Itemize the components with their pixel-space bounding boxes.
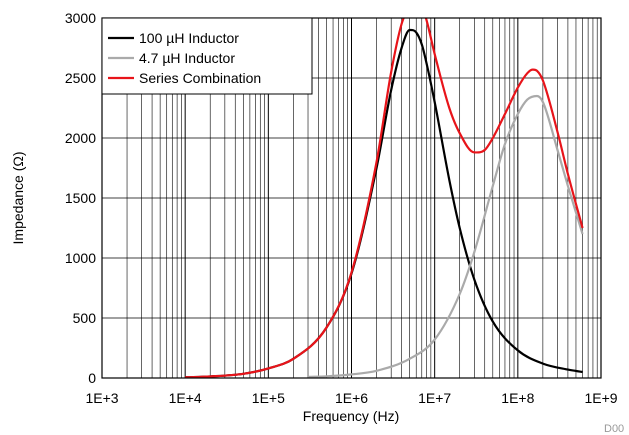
x-tick-label: 1E+3: [85, 390, 118, 406]
legend-label: 100 µH Inductor: [139, 30, 239, 46]
series-line-combination: [185, 18, 584, 378]
series-layer: [185, 18, 584, 378]
legend: 100 µH Inductor 4.7 µH Inductor Series Com…: [101, 17, 313, 95]
x-tick-label: 1E+4: [169, 390, 202, 406]
x-tick-label: 1E+7: [418, 390, 451, 406]
plot-frame: [101, 17, 602, 379]
x-tick-label: 1E+5: [252, 390, 285, 406]
y-tick-label: 3000: [65, 10, 96, 26]
plot-area-clip: [185, 18, 584, 378]
y-tick-label: 2000: [65, 130, 96, 146]
y-tick-label: 1000: [65, 250, 96, 266]
y-tick-label: 500: [73, 310, 97, 326]
x-axis-title: Frequency (Hz): [303, 408, 399, 424]
series-line-4-7uh: [307, 94, 584, 378]
y-tick-label: 2500: [65, 70, 96, 86]
y-axis-title: Impedance (Ω): [10, 152, 26, 245]
legend-label: 4.7 µH Inductor: [139, 50, 235, 66]
y-tick-labels: 0 500 1000 1500 2000 2500 3000: [65, 10, 96, 386]
legend-box: [101, 17, 313, 95]
x-tick-label: 1E+6: [335, 390, 368, 406]
figure-code: D00: [604, 423, 624, 435]
x-tick-labels: 1E+3 1E+4 1E+5 1E+6 1E+7 1E+8 1E+9: [85, 390, 617, 406]
x-tick-label: 1E+8: [501, 390, 534, 406]
x-tick-label: 1E+9: [584, 390, 617, 406]
legend-label: Series Combination: [139, 70, 261, 86]
y-tick-label: 0: [88, 370, 96, 386]
y-tick-label: 1500: [65, 190, 96, 206]
